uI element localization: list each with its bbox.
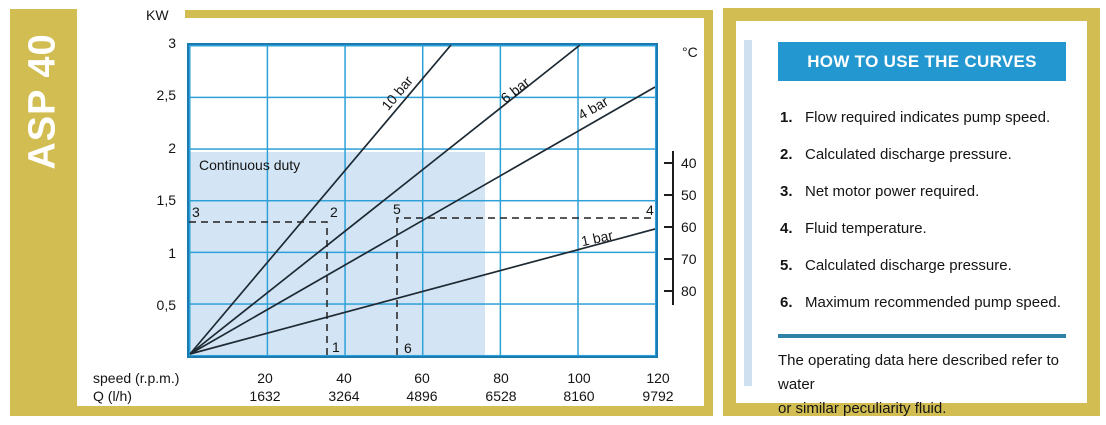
x-axis-speed-label: speed (r.p.m.) bbox=[93, 370, 180, 386]
pressure-curve-1bar bbox=[189, 228, 655, 355]
y-axis-unit: KW bbox=[146, 7, 169, 23]
speed-tick-60: 60 bbox=[414, 370, 430, 386]
instructions-panel: HOW TO USE THE CURVES 1. Flow required i… bbox=[723, 8, 1100, 417]
temp-tick-40: 40 bbox=[681, 155, 697, 171]
curves-overlay bbox=[189, 45, 655, 355]
frame-right-border bbox=[704, 10, 713, 416]
example-point-3: 3 bbox=[192, 204, 200, 220]
footnote-line-2: or similar peculiarity fluid. bbox=[778, 400, 947, 417]
y-tick-2-5: 2,5 bbox=[156, 87, 176, 103]
y-tick-3: 3 bbox=[168, 35, 176, 51]
x-axis-q-label: Q (l/h) bbox=[93, 388, 132, 404]
list-item-number: 1. bbox=[780, 109, 793, 126]
list-item-number: 3. bbox=[780, 183, 793, 200]
q-tick-1632: 1632 bbox=[249, 388, 281, 404]
example-point-2: 2 bbox=[330, 204, 338, 220]
example-path-456 bbox=[396, 217, 655, 355]
instructions-list: 1. Flow required indicates pump speed. 2… bbox=[780, 108, 1080, 330]
speed-tick-120: 120 bbox=[646, 370, 670, 386]
y-tick-2: 2 bbox=[168, 140, 176, 156]
temp-tick-60-mark bbox=[664, 226, 673, 228]
list-item-text: Flow required indicates pump speed. bbox=[805, 109, 1051, 126]
example-point-5: 5 bbox=[393, 201, 401, 217]
speed-tick-20: 20 bbox=[257, 370, 273, 386]
list-item-number: 4. bbox=[780, 220, 793, 237]
instructions-header: HOW TO USE THE CURVES bbox=[778, 42, 1066, 81]
frame-top-border bbox=[185, 10, 713, 18]
footnote: The operating data here described refer … bbox=[778, 349, 1078, 421]
accent-bar bbox=[744, 40, 752, 386]
temp-tick-70: 70 bbox=[681, 251, 697, 267]
pressure-curve-10bar bbox=[189, 45, 452, 355]
y-tick-1-5: 1,5 bbox=[156, 192, 176, 208]
temp-tick-80-mark bbox=[664, 290, 673, 292]
model-title-wrap: ASP 40 bbox=[10, 9, 77, 194]
q-tick-9792: 9792 bbox=[642, 388, 674, 404]
list-item-number: 2. bbox=[780, 146, 793, 163]
model-sidebar bbox=[10, 9, 77, 416]
example-path-321 bbox=[189, 221, 328, 355]
list-item: 1. Flow required indicates pump speed. bbox=[780, 108, 1080, 127]
y-tick-1: 1 bbox=[168, 245, 176, 261]
pressure-curve-4bar bbox=[189, 86, 655, 355]
list-item-text: Net motor power required. bbox=[805, 183, 980, 200]
temp-axis-line bbox=[672, 151, 674, 305]
footnote-divider bbox=[778, 334, 1066, 338]
example-point-1: 1 bbox=[332, 339, 340, 355]
q-tick-3264: 3264 bbox=[328, 388, 360, 404]
y-tick-0-5: 0,5 bbox=[156, 297, 176, 313]
model-title: ASP 40 bbox=[22, 33, 64, 170]
list-item-text: Maximum recommended pump speed. bbox=[805, 294, 1061, 311]
temp-tick-80: 80 bbox=[681, 283, 697, 299]
list-item: 4. Fluid temperature. bbox=[780, 219, 1080, 238]
example-point-6: 6 bbox=[404, 340, 412, 356]
speed-tick-100: 100 bbox=[567, 370, 591, 386]
pressure-curve-6bar bbox=[189, 45, 581, 355]
q-tick-4896: 4896 bbox=[406, 388, 438, 404]
list-item-text: Fluid temperature. bbox=[805, 220, 927, 237]
temp-tick-50-mark bbox=[664, 194, 673, 196]
list-item: 2. Calculated discharge pressure. bbox=[780, 145, 1080, 164]
list-item-number: 5. bbox=[780, 257, 793, 274]
speed-tick-40: 40 bbox=[336, 370, 352, 386]
temp-tick-60: 60 bbox=[681, 219, 697, 235]
q-tick-6528: 6528 bbox=[485, 388, 517, 404]
list-item: 3. Net motor power required. bbox=[780, 182, 1080, 201]
list-item: 5. Calculated discharge pressure. bbox=[780, 256, 1080, 275]
list-item-number: 6. bbox=[780, 294, 793, 311]
list-item-text: Calculated discharge pressure. bbox=[805, 146, 1012, 163]
list-item: 6. Maximum recommended pump speed. bbox=[780, 293, 1080, 312]
list-item-text: Calculated discharge pressure. bbox=[805, 257, 1012, 274]
temp-tick-50: 50 bbox=[681, 187, 697, 203]
temp-axis-unit: °C bbox=[682, 44, 698, 60]
instructions-panel-inner bbox=[736, 21, 1087, 403]
frame-bottom-border bbox=[10, 406, 713, 416]
continuous-duty-label: Continuous duty bbox=[199, 157, 301, 173]
q-tick-8160: 8160 bbox=[563, 388, 595, 404]
temp-tick-40-mark bbox=[664, 162, 673, 164]
example-point-4: 4 bbox=[646, 202, 654, 218]
speed-tick-80: 80 bbox=[493, 370, 509, 386]
pump-curve-plot: Continuous duty 10 bar 6 bar 4 bar 1 bar… bbox=[187, 43, 658, 358]
temp-tick-70-mark bbox=[664, 258, 673, 260]
footnote-line-1: The operating data here described refer … bbox=[778, 352, 1060, 393]
